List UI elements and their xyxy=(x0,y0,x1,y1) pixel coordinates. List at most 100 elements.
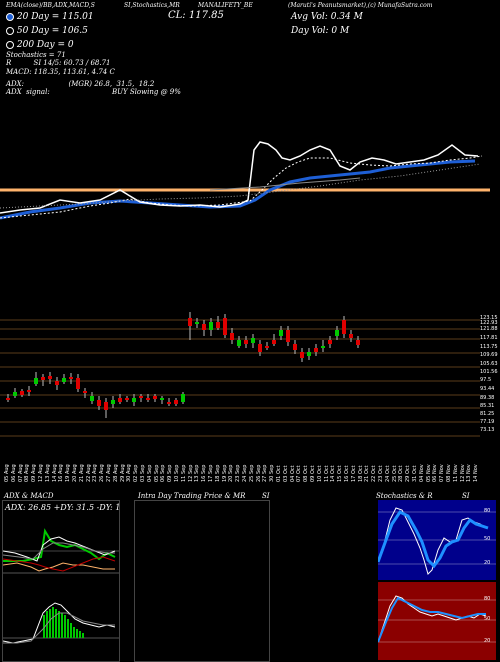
ema50-legend: 50 Day = 106.5 xyxy=(6,26,88,36)
date-tick: 05 Aug xyxy=(4,464,10,482)
date-tick: 25 Oct xyxy=(391,465,398,482)
date-tick: 05 Nov xyxy=(425,464,432,482)
candle-body xyxy=(286,330,290,342)
candle-body xyxy=(188,318,192,326)
date-tick: 07 Aug xyxy=(17,464,24,482)
date-tick: 30 Sep xyxy=(269,464,276,482)
date-tick: 09 Oct xyxy=(310,465,316,482)
candle-body xyxy=(160,398,164,400)
date-tick: 17 Sep xyxy=(208,464,214,482)
date-tick: 13 Sep xyxy=(194,464,201,482)
avg-volume: Avg Vol: 0.34 M xyxy=(291,12,363,22)
intra-day-si: SI xyxy=(262,492,270,500)
date-tick: 11 Oct xyxy=(323,465,330,482)
rsi-panel: 80 50 20 xyxy=(378,582,496,660)
date-tick: 18 Sep xyxy=(214,464,221,482)
date-tick: 06 Nov xyxy=(432,464,439,482)
candle-body xyxy=(13,392,17,396)
date-tick: 08 Oct xyxy=(303,465,310,482)
candle-body xyxy=(174,400,178,404)
candlesticks xyxy=(6,312,360,418)
date-tick: 03 Sep xyxy=(140,464,146,482)
candle-body xyxy=(125,398,129,400)
ema200-legend: 200 Day = 0 xyxy=(6,40,74,50)
date-tick: 24 Sep xyxy=(242,464,248,482)
candle-body xyxy=(300,352,304,358)
date-tick: 26 Aug xyxy=(99,464,106,482)
candle-body xyxy=(20,391,24,395)
main-price-chart xyxy=(0,141,490,437)
ema-lines xyxy=(0,141,490,220)
price-tick: 109.69 xyxy=(480,352,498,358)
date-tick: 27 Sep xyxy=(262,464,269,482)
price-tick: 101.56 xyxy=(480,369,498,375)
rsi-tick: 20 xyxy=(484,638,491,644)
ema-grey-line xyxy=(0,163,481,209)
rsi-chart xyxy=(378,595,496,643)
ema20-line xyxy=(0,159,476,220)
adx-macd-panel: ADX: 26.85 +DY: 31.5 -DY: 18.17 xyxy=(2,500,120,662)
date-tick: 11 Nov xyxy=(452,464,459,482)
candle-body xyxy=(181,394,185,402)
candle-body xyxy=(342,320,346,334)
adx-macd-title: ADX & MACD xyxy=(4,492,54,500)
date-tick: 12 Nov xyxy=(459,464,466,482)
adx-chart xyxy=(3,528,119,644)
candle-body xyxy=(216,322,220,328)
candle-body xyxy=(223,318,227,335)
date-tick: 16 Aug xyxy=(58,464,65,482)
ema20-legend: 20 Day = 115.01 xyxy=(6,12,94,22)
date-tick: 13 Aug xyxy=(44,464,51,482)
intra-day-panel xyxy=(134,500,270,662)
adx-signal: ADX signal: BUY Slowing @ 9% xyxy=(6,88,181,96)
candle-body xyxy=(209,322,213,330)
candle-body xyxy=(55,381,59,385)
candle-body xyxy=(314,348,318,352)
date-tick: 18 Oct xyxy=(357,465,364,482)
date-tick: 14 Aug xyxy=(51,464,58,482)
date-tick: 19 Sep xyxy=(221,464,228,482)
date-tick: 29 Aug xyxy=(119,464,126,482)
price-tick: 73.13 xyxy=(480,427,495,433)
macd-value: MACD: 118.35, 113.61, 4.74 C xyxy=(6,68,115,76)
candle-body xyxy=(293,344,297,350)
candle-body xyxy=(195,322,199,324)
candle-body xyxy=(153,396,157,399)
price-tick: 89.38 xyxy=(480,395,495,401)
date-tick: 09 Aug xyxy=(31,464,38,482)
price-tick: 113.75 xyxy=(480,344,498,350)
ema20-dot-icon xyxy=(6,12,14,21)
stochastics-chart xyxy=(378,507,496,575)
date-tick: 03 Oct xyxy=(282,465,289,482)
close-price: CL: 117.85 xyxy=(168,10,224,21)
adx-panel-values: ADX: 26.85 +DY: 31.5 -DY: 18.17 xyxy=(5,503,120,512)
candle-body xyxy=(69,377,73,379)
date-tick: 06 Aug xyxy=(10,464,17,482)
rsi-tick: 50 xyxy=(484,616,491,622)
date-tick: 12 Sep xyxy=(187,464,194,482)
candle-body xyxy=(272,340,276,344)
date-tick: 14 Nov xyxy=(473,464,480,482)
candle-body xyxy=(251,338,255,343)
date-tick: 08 Nov xyxy=(446,464,452,482)
candle-body xyxy=(27,390,31,392)
stochastics-value: Stochastics = 71 xyxy=(6,51,66,59)
ema50-dot-icon xyxy=(6,26,14,35)
date-tick: 07 Nov xyxy=(439,464,446,482)
date-tick: 25 Sep xyxy=(248,464,255,482)
date-tick: 02 Sep xyxy=(133,464,140,482)
price-tick: 97.5 xyxy=(480,377,492,383)
date-tick: 10 Oct xyxy=(316,465,323,482)
candle-body xyxy=(111,400,115,404)
candle-body xyxy=(6,398,10,400)
date-tick: 22 Aug xyxy=(85,464,92,482)
day-volume: Day Vol: 0 M xyxy=(291,26,350,36)
candle-body xyxy=(307,352,311,356)
candle-body xyxy=(167,402,171,404)
candle-body xyxy=(321,346,325,348)
date-tick: 06 Sep xyxy=(160,464,167,482)
header-ticker-mid: SI,Stochastics,MR xyxy=(124,2,180,9)
price-tick: 121.88 xyxy=(480,326,498,332)
candle-body xyxy=(146,398,150,400)
candle-body xyxy=(279,330,283,336)
